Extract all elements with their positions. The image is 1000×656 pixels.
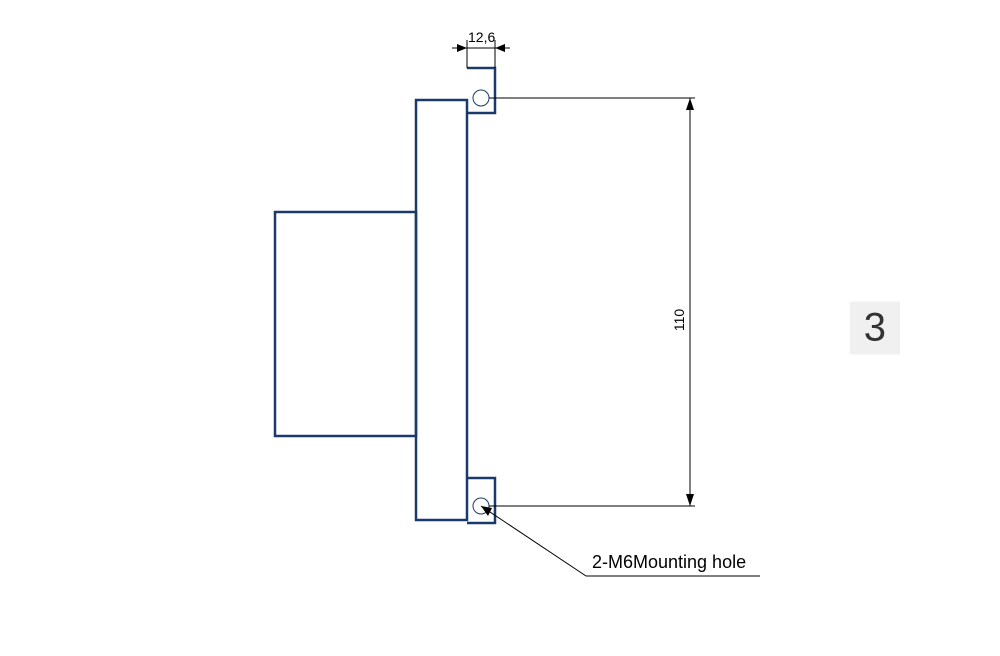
arrowhead	[481, 506, 492, 516]
callout-label: 2-M6Mounting hole	[592, 552, 746, 572]
arrowhead	[686, 98, 694, 110]
dim-right-label: 110	[671, 309, 687, 332]
body-block	[275, 212, 416, 436]
page-number: 3	[864, 306, 886, 350]
top-hole	[473, 90, 489, 106]
arrowhead	[457, 44, 467, 52]
dim-top-label: 12,6	[468, 29, 495, 45]
main-plate	[416, 100, 467, 520]
arrowhead	[495, 44, 505, 52]
page-number-badge: 3	[850, 302, 900, 355]
callout-leader	[481, 506, 586, 576]
bottom-tab	[467, 478, 495, 523]
arrowhead	[686, 494, 694, 506]
